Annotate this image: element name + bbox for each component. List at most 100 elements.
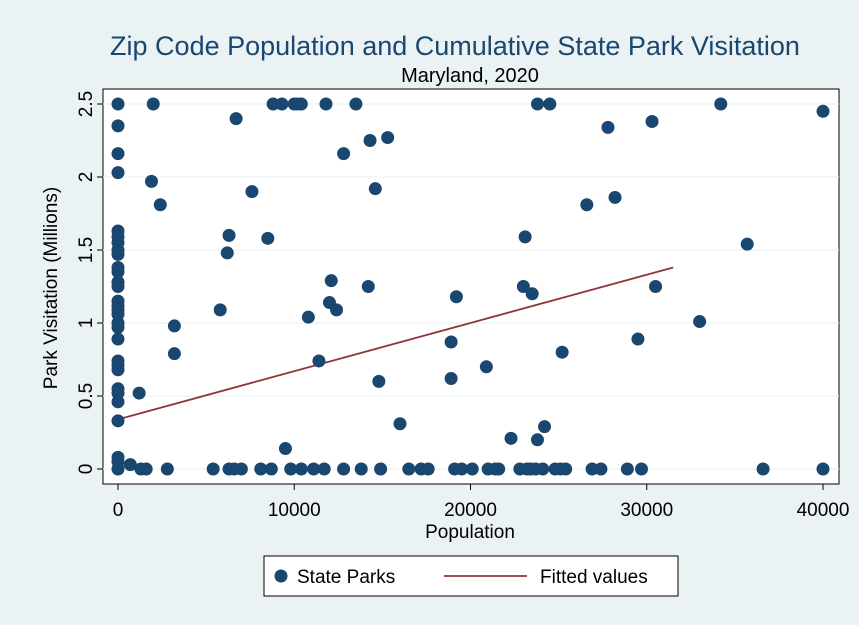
- data-point: [594, 462, 608, 476]
- data-point: [160, 462, 174, 476]
- data-point: [275, 97, 289, 111]
- data-point: [455, 462, 469, 476]
- data-point: [111, 395, 125, 409]
- data-point: [254, 462, 268, 476]
- data-point: [111, 265, 125, 279]
- data-point: [516, 280, 530, 293]
- data-point: [139, 462, 153, 476]
- data-point: [363, 134, 377, 147]
- y-axis-label: Park Visitation (Millions): [41, 187, 62, 389]
- data-point: [234, 462, 248, 476]
- data-point: [222, 228, 236, 242]
- data-point: [220, 246, 234, 260]
- data-point: [465, 462, 479, 476]
- y-tick-label: 0.5: [76, 383, 97, 409]
- data-point: [354, 462, 368, 476]
- data-point: [132, 386, 146, 400]
- data-point: [693, 315, 707, 329]
- y-tick-label: 2: [76, 172, 97, 183]
- data-point: [504, 431, 518, 445]
- data-point: [543, 97, 557, 111]
- x-axis-label: Population: [425, 522, 515, 543]
- fitted-line-layer: [117, 266, 674, 421]
- data-point: [278, 442, 292, 456]
- y-tick-label: 2.5: [76, 91, 97, 117]
- scatter-points: [111, 97, 830, 476]
- data-point: [634, 462, 648, 476]
- data-point: [111, 166, 125, 180]
- y-tick-label: 1.5: [76, 237, 97, 263]
- data-point: [530, 433, 544, 447]
- x-tick-label: 0: [113, 500, 124, 521]
- data-point: [167, 347, 181, 361]
- data-point: [111, 320, 125, 334]
- data-point: [518, 230, 532, 244]
- data-point: [144, 174, 158, 188]
- legend-marker-state-parks: [274, 569, 288, 583]
- data-point: [756, 462, 770, 476]
- data-point: [349, 97, 363, 111]
- data-point: [337, 462, 351, 476]
- x-tick-label: 40000: [797, 500, 850, 521]
- data-point: [153, 198, 167, 212]
- data-point: [111, 280, 125, 293]
- data-point: [111, 147, 125, 161]
- data-point: [111, 363, 125, 377]
- data-point: [620, 462, 634, 476]
- x-tick-label: 30000: [620, 500, 673, 521]
- x-axis: 0 10000 20000 30000 40000: [113, 484, 850, 521]
- data-point: [261, 231, 275, 245]
- data-point: [816, 462, 830, 476]
- data-point: [111, 119, 125, 133]
- data-point: [146, 97, 160, 111]
- data-point: [559, 462, 573, 476]
- data-point: [536, 462, 550, 476]
- data-point: [601, 120, 615, 134]
- data-point: [123, 458, 137, 472]
- data-point: [307, 462, 321, 476]
- data-point: [444, 371, 458, 385]
- data-point: [649, 280, 663, 293]
- data-point: [402, 462, 416, 476]
- y-tick-label: 1: [76, 318, 97, 329]
- data-point: [294, 97, 308, 111]
- data-point: [631, 332, 645, 346]
- data-point: [337, 147, 351, 161]
- data-point: [111, 332, 125, 346]
- x-tick-label: 10000: [268, 500, 321, 521]
- data-point: [816, 104, 830, 118]
- data-point: [479, 360, 493, 374]
- data-point: [213, 303, 227, 317]
- data-point: [206, 462, 220, 476]
- data-point: [301, 310, 315, 324]
- data-point: [714, 97, 728, 111]
- data-point: [645, 115, 659, 129]
- plot-area: [102, 88, 840, 485]
- data-point: [580, 198, 594, 212]
- chart-subtitle: Maryland, 2020: [401, 65, 539, 87]
- data-point: [284, 462, 298, 476]
- legend-label-state-parks: State Parks: [297, 567, 395, 588]
- data-point: [525, 287, 539, 301]
- legend: State Parks Fitted values: [263, 555, 679, 597]
- data-point: [555, 345, 569, 359]
- data-point: [361, 280, 375, 293]
- data-point: [421, 462, 435, 476]
- data-point: [167, 319, 181, 333]
- data-point: [111, 247, 125, 261]
- data-point: [372, 374, 386, 388]
- data-point: [294, 462, 308, 476]
- data-point: [330, 303, 344, 317]
- data-point: [368, 182, 382, 196]
- data-point: [444, 335, 458, 349]
- data-point: [381, 131, 395, 145]
- legend-label-fitted-values: Fitted values: [540, 567, 648, 588]
- data-point: [492, 462, 506, 476]
- fitted-line: [117, 266, 674, 421]
- data-point: [449, 290, 463, 304]
- data-point: [393, 417, 407, 431]
- data-point: [245, 185, 259, 199]
- data-point: [111, 462, 125, 476]
- data-point: [608, 190, 622, 204]
- data-point: [264, 462, 278, 476]
